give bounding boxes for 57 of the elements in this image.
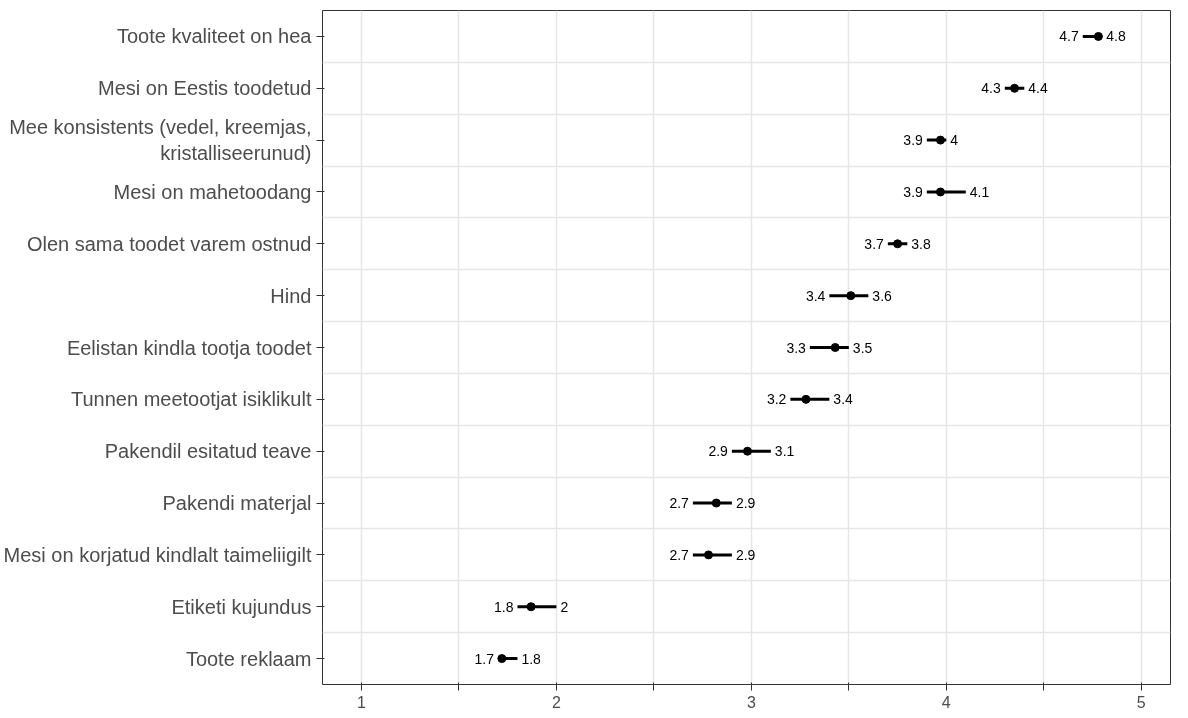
y-tick-label: Pakendil esitatud teave <box>104 440 312 463</box>
point <box>893 239 903 249</box>
annotation: 2.7 <box>669 546 690 563</box>
annotation: 4 <box>950 132 959 149</box>
point <box>711 498 721 508</box>
annotation: 3.4 <box>805 287 826 304</box>
annotation: 3.9 <box>903 132 924 149</box>
annotation: 4.8 <box>1106 28 1126 45</box>
annotation: 2.9 <box>735 546 756 563</box>
annotation: 3.9 <box>903 183 924 200</box>
annotation: 4.1 <box>969 183 990 200</box>
y-tick-label: Mesi on Eestis toodetud <box>98 77 312 100</box>
point <box>935 187 945 197</box>
point <box>526 602 536 612</box>
annotation: 1.8 <box>493 598 514 615</box>
x-tick-label: 3 <box>746 693 756 711</box>
point <box>935 135 945 145</box>
annotation: 4.4 <box>1028 80 1048 97</box>
x-tick-label: 5 <box>1136 693 1146 711</box>
y-tick-label: Mee konsistents (vedel, kreemjas, kristalliseerunud) <box>9 115 312 165</box>
y-tick-label: Eelistan kindla tootja toodet <box>66 336 312 359</box>
annotation: 3.2 <box>766 391 787 408</box>
point <box>1093 31 1103 41</box>
point <box>830 343 840 352</box>
y-tick-label: Toote reklaam <box>185 647 312 670</box>
point <box>742 446 752 456</box>
y-tick-label: Etiketi kujundus <box>171 595 312 618</box>
annotation: 3.5 <box>852 339 873 356</box>
y-tick-label: Pakendi materjal <box>162 492 312 515</box>
annotation: 3.7 <box>864 235 885 252</box>
annotation: 2 <box>560 598 569 615</box>
y-tick-label: Toote kvaliteet on hea <box>116 25 313 48</box>
x-tick-label: 2 <box>551 693 561 711</box>
point <box>497 654 507 664</box>
annotation: 2.9 <box>735 495 756 512</box>
x-tick-label: 4 <box>941 693 951 711</box>
y-tick-label: Hind <box>270 284 312 307</box>
y-tick-label: Mesi on korjatud kindlalt taimeliigilt <box>3 543 312 566</box>
annotation: 3.6 <box>872 287 893 304</box>
annotation: 3.3 <box>786 339 807 356</box>
x-tick-label: 1 <box>357 693 367 711</box>
point <box>801 394 811 404</box>
y-tick-label: Olen sama toodet varem ostnud <box>26 232 312 255</box>
annotation: 3.4 <box>833 391 854 408</box>
annotation: 2.9 <box>708 443 729 460</box>
annotation: 4.7 <box>1059 28 1079 45</box>
annotation: 4.3 <box>981 80 1002 97</box>
annotation: 2.7 <box>669 495 690 512</box>
annotation: 1.7 <box>474 650 495 667</box>
y-tick-label: Mesi on mahetoodang <box>113 180 312 203</box>
annotation: 1.8 <box>521 650 542 667</box>
annotation: 3.1 <box>774 443 795 460</box>
y-tick-label: Tunnen meetootjat isiklikult <box>71 388 312 411</box>
point <box>1010 83 1020 93</box>
point <box>846 291 856 301</box>
point <box>703 550 713 560</box>
annotation: 3.8 <box>911 235 931 252</box>
